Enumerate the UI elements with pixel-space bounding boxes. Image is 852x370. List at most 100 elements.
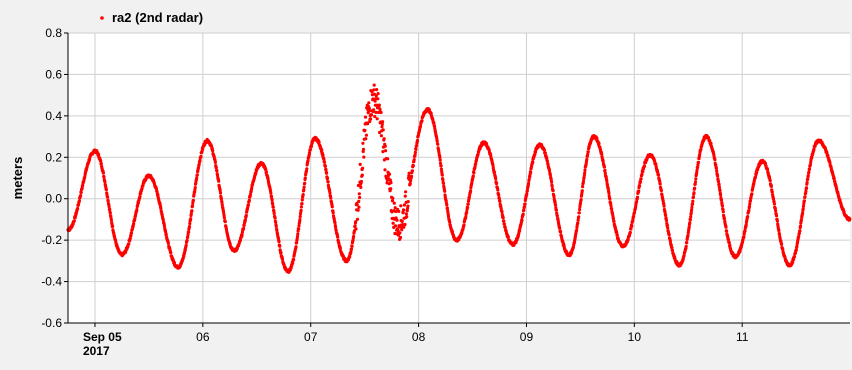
data-point — [269, 194, 274, 198]
data-point — [799, 218, 804, 222]
data-point — [601, 159, 605, 164]
data-point — [777, 229, 781, 233]
data-point — [409, 174, 414, 178]
data-point — [299, 208, 303, 212]
data-point — [399, 204, 403, 208]
data-point — [402, 203, 406, 207]
data-point — [357, 192, 361, 196]
data-point — [397, 209, 401, 213]
data-point — [317, 140, 321, 144]
data-point — [375, 88, 379, 92]
data-point — [330, 205, 334, 209]
data-point — [79, 190, 83, 195]
data-point — [506, 235, 510, 239]
data-point — [753, 175, 758, 179]
data-point — [138, 194, 142, 199]
data-point — [682, 253, 686, 258]
data-point — [441, 178, 445, 182]
data-point — [403, 222, 407, 227]
data-point — [380, 125, 384, 129]
data-point — [748, 199, 753, 203]
data-point — [772, 202, 777, 206]
data-point — [474, 162, 478, 166]
data-point — [326, 180, 330, 184]
data-point — [269, 191, 273, 195]
data-point — [755, 170, 759, 175]
data-point — [223, 220, 227, 224]
data-point — [366, 122, 370, 126]
data-point — [407, 174, 411, 178]
y-axis-label: meters — [10, 157, 25, 200]
data-point — [804, 186, 809, 190]
data-point — [722, 217, 727, 221]
data-point — [750, 192, 754, 196]
data-point — [689, 215, 693, 219]
data-point — [808, 163, 813, 167]
x-tick-label: 06 — [196, 330, 210, 344]
data-point — [381, 120, 385, 124]
data-point — [586, 152, 590, 156]
data-point — [278, 244, 282, 248]
y-tick-label: 0.2 — [45, 150, 62, 164]
data-point — [804, 189, 808, 193]
data-point — [529, 170, 533, 175]
y-tick-label: 0.0 — [45, 192, 62, 206]
data-point — [724, 225, 728, 229]
data-point — [190, 209, 194, 213]
data-point — [408, 182, 412, 186]
data-point — [322, 157, 326, 161]
data-point — [240, 233, 244, 237]
data-point — [522, 208, 526, 212]
data-point — [498, 199, 502, 203]
data-point — [547, 169, 552, 173]
data-point — [470, 181, 474, 185]
data-point — [466, 202, 470, 206]
data-point — [806, 177, 810, 181]
data-point — [404, 212, 408, 216]
data-point — [132, 222, 136, 226]
data-point — [497, 193, 501, 197]
data-point — [805, 181, 809, 185]
data-point — [108, 211, 112, 215]
data-point — [354, 227, 358, 231]
data-point — [107, 205, 111, 209]
data-point — [358, 195, 362, 200]
y-tick-label: 0.8 — [45, 26, 62, 40]
data-point — [404, 190, 408, 194]
data-point — [801, 207, 805, 211]
data-point — [135, 207, 139, 212]
data-point — [635, 200, 639, 204]
data-point — [531, 160, 535, 164]
data-point — [193, 186, 197, 190]
data-point — [801, 211, 805, 215]
data-point — [396, 229, 400, 233]
data-point — [296, 232, 300, 236]
data-point — [325, 171, 329, 175]
data-point — [798, 229, 802, 233]
legend-marker — [100, 16, 104, 20]
data-point — [696, 160, 701, 164]
data-point — [476, 152, 480, 156]
data-point — [220, 200, 224, 205]
data-point — [393, 224, 398, 228]
data-point — [301, 193, 305, 197]
data-point — [492, 170, 497, 174]
data-point — [398, 235, 403, 240]
data-point — [721, 210, 725, 214]
data-point — [612, 219, 616, 223]
data-point — [271, 202, 275, 206]
data-point — [376, 97, 380, 101]
data-point — [187, 225, 192, 229]
data-point — [127, 242, 131, 246]
data-point — [129, 231, 134, 235]
data-point — [338, 246, 342, 250]
legend-label: ra2 (2nd radar) — [112, 10, 203, 25]
data-point — [106, 199, 110, 203]
data-point — [102, 175, 106, 179]
data-point — [352, 234, 356, 239]
data-point — [713, 158, 717, 162]
data-point — [666, 226, 670, 230]
data-point — [305, 167, 309, 171]
data-point — [791, 260, 795, 264]
data-point — [297, 224, 301, 228]
